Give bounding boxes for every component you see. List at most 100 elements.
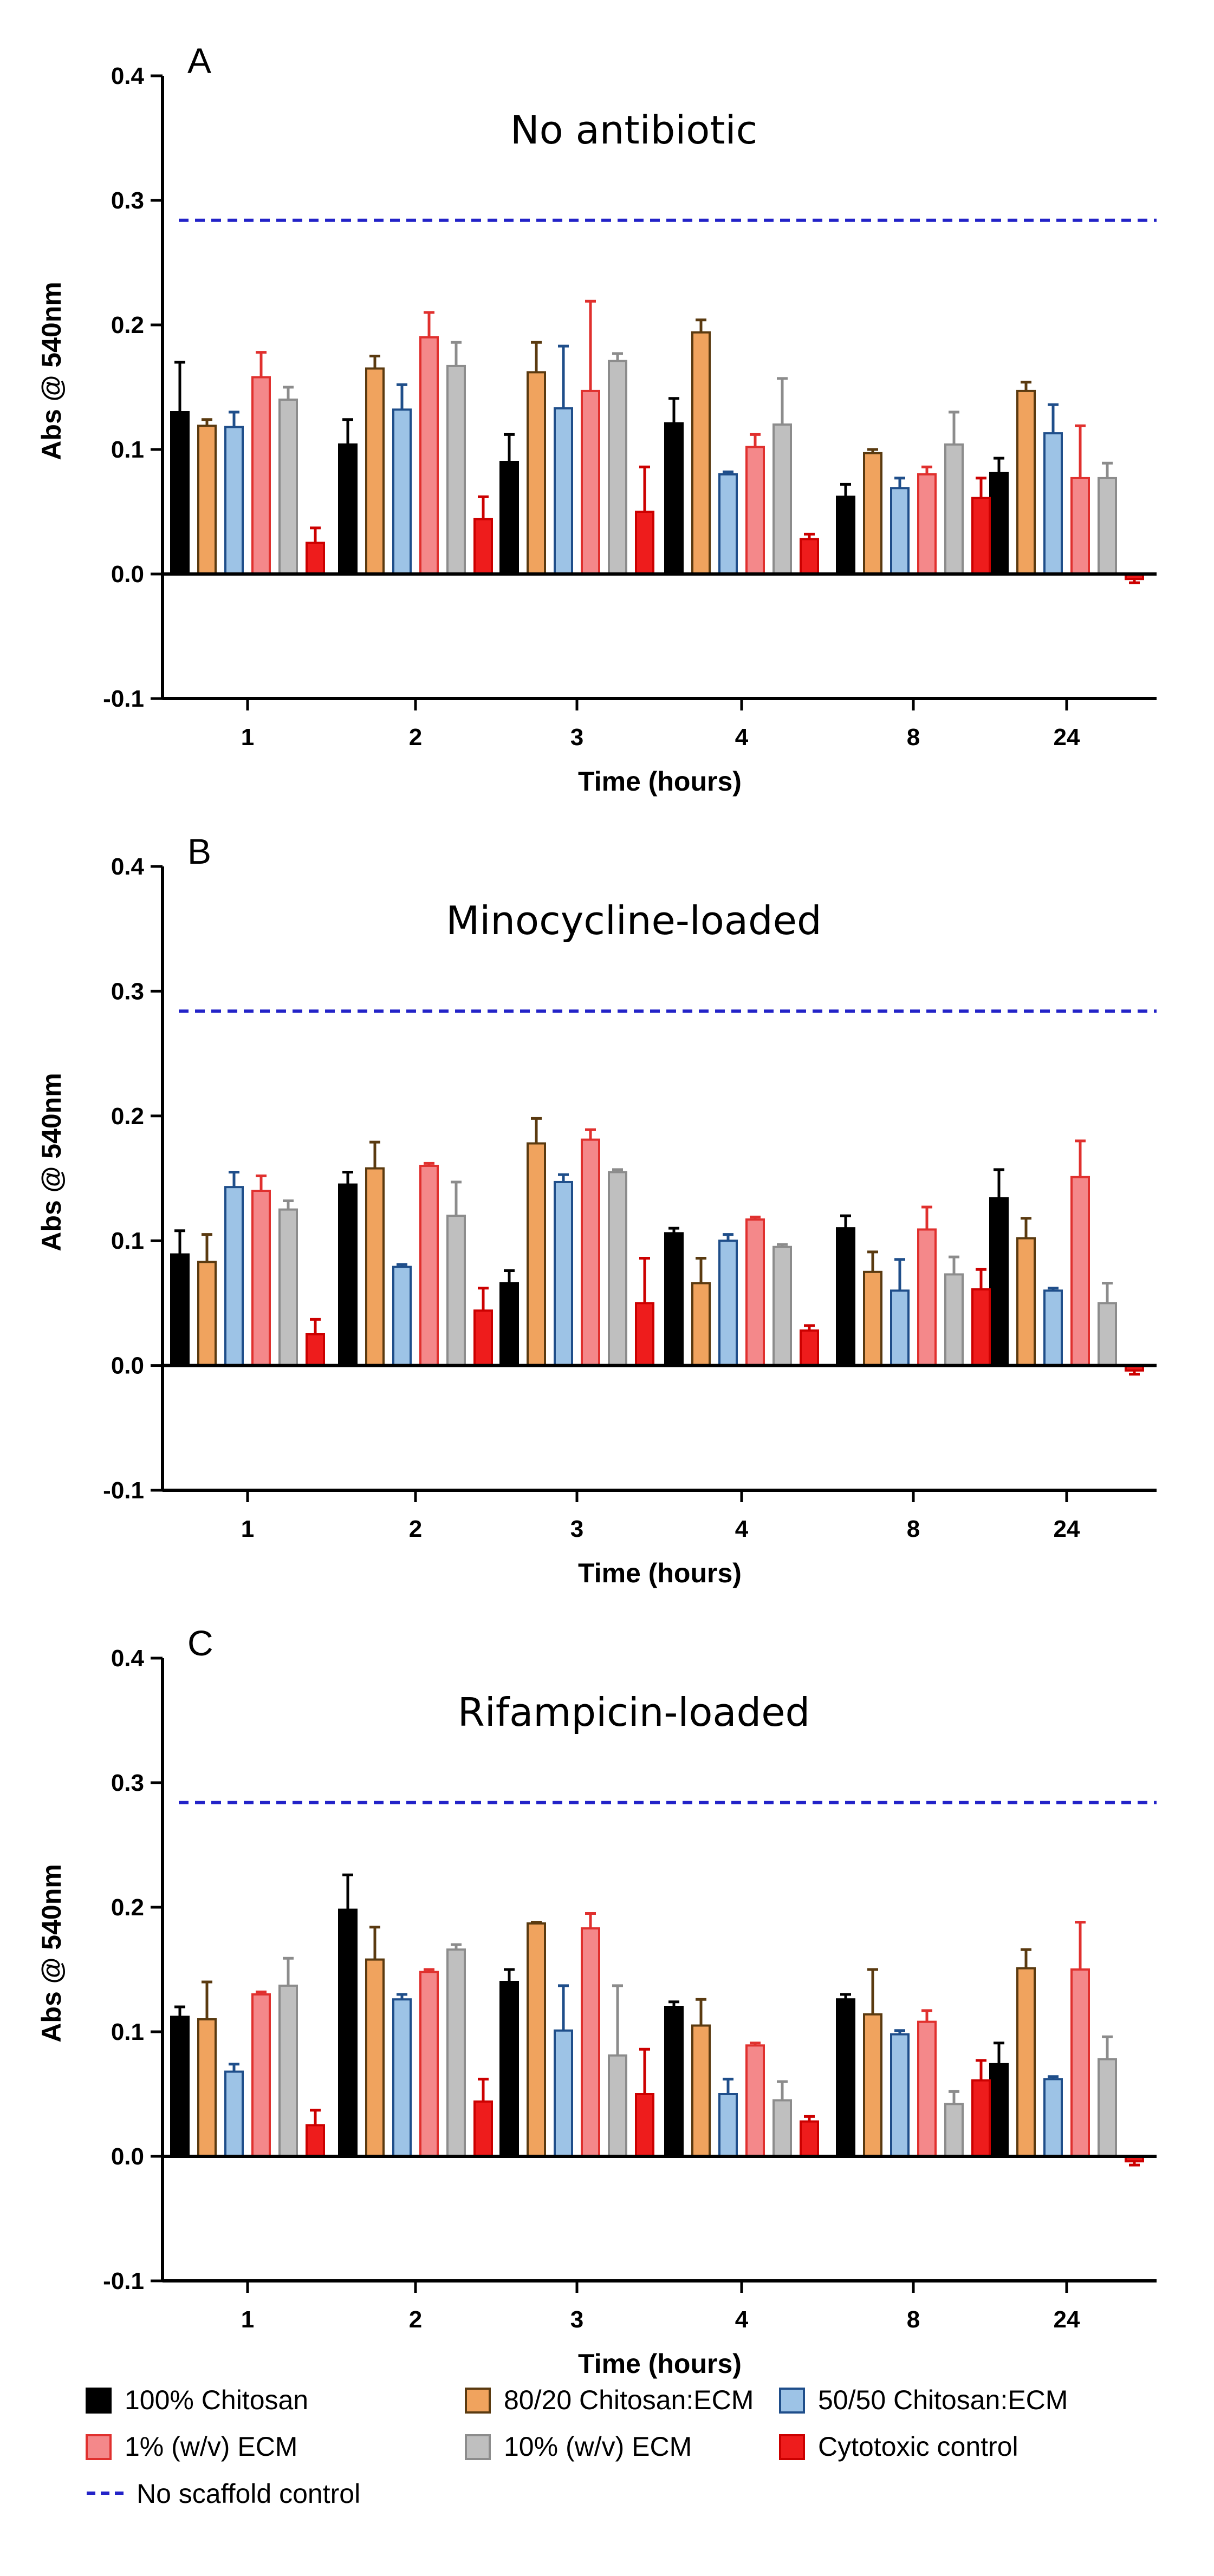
bar-chitosan5050-24 — [1043, 2078, 1063, 2157]
legend-item-ecm10: 10% (w/v) ECM — [465, 2431, 692, 2462]
x-tick-label: 3 — [570, 1516, 583, 1542]
bar-ecm1-3 — [581, 1138, 600, 1367]
bar-ecm10-3 — [608, 360, 627, 575]
bar-ecm10-1 — [278, 399, 298, 575]
bar-ecm10-24 — [1098, 477, 1117, 576]
chart-panel-b: -0.1 0.0 0.1 0.2 0.3 0.4 1 2 3 4 8 24 Time (hours) Ab… — [36, 831, 1157, 1588]
x-tick-label: 2 — [409, 1516, 422, 1542]
x-tick-label: 8 — [907, 724, 920, 751]
y-tick-label: 0.2 — [111, 1103, 144, 1130]
bar-chitosan8020-3 — [527, 371, 546, 576]
bar-chitosan5050-2 — [392, 408, 412, 576]
y-axis-title: Abs @ 540nm — [36, 1073, 67, 1251]
bar-ecm1-1 — [251, 376, 271, 575]
bar-cytotoxic-4 — [800, 1329, 819, 1367]
legend-item-cytotoxic: Cytotoxic control — [779, 2431, 1018, 2462]
bar-ecm1-4 — [745, 446, 765, 576]
y-tick-label: 0.3 — [111, 187, 144, 214]
bar-cytotoxic-4 — [800, 2120, 819, 2158]
bar-ecm10-3 — [608, 2054, 627, 2157]
bar-chitosan100-8 — [836, 1998, 855, 2157]
panel-letter: C — [187, 1623, 213, 1663]
bar-chitosan100-4 — [664, 1232, 684, 1367]
bar-chitosan100-8 — [836, 495, 855, 576]
bar-cytotoxic-3 — [635, 2093, 654, 2157]
bar-chitosan5050-8 — [890, 2033, 910, 2158]
bar-chitosan5050-24 — [1043, 432, 1063, 575]
bar-ecm1-8 — [917, 1228, 937, 1367]
y-tick-label: 0.0 — [111, 561, 144, 588]
bar-cytotoxic-8 — [971, 497, 991, 576]
bar-ecm1-24 — [1070, 1176, 1090, 1367]
legend-label: 100% Chitosan — [125, 2385, 308, 2415]
panel-title: No antibiotic — [510, 107, 757, 153]
legend-swatch — [86, 2388, 112, 2414]
legend-item-chitosan5050: 50/50 Chitosan:ECM — [779, 2385, 1068, 2415]
y-tick-label: 0.1 — [111, 1228, 144, 1254]
bar-chitosan5050-4 — [718, 473, 738, 575]
chart-panel-c: -0.1 0.0 0.1 0.2 0.3 0.4 1 2 3 4 8 24 Time (hours) Ab… — [36, 1623, 1157, 2379]
bar-chitosan5050-4 — [718, 1240, 738, 1367]
x-axis-title: Time (hours) — [578, 2349, 742, 2379]
bar-chitosan100-2 — [338, 443, 358, 575]
bar-chitosan100-4 — [664, 422, 684, 575]
bar-ecm1-24 — [1070, 477, 1090, 576]
y-tick-label: 0.1 — [111, 2019, 144, 2045]
bar-chitosan8020-24 — [1016, 1967, 1036, 2157]
bar-chitosan8020-1 — [197, 2018, 217, 2157]
legend-label: 10% (w/v) ECM — [504, 2431, 692, 2462]
bar-chitosan5050-1 — [224, 2070, 244, 2158]
bar-ecm10-8 — [944, 1273, 964, 1367]
bar-chitosan5050-1 — [224, 426, 244, 575]
y-tick-label: 0.2 — [111, 312, 144, 338]
bar-ecm1-2 — [419, 1971, 439, 2158]
x-tick-label: 4 — [735, 1516, 749, 1542]
bar-chitosan5050-3 — [554, 1181, 573, 1367]
x-tick-label: 3 — [570, 2306, 583, 2333]
y-tick-label: 0.4 — [111, 1645, 145, 1672]
bar-ecm1-4 — [745, 1218, 765, 1367]
bar-ecm10-4 — [772, 423, 792, 575]
bar-chitosan100-2 — [338, 1183, 358, 1367]
legend-label: No scaffold control — [137, 2479, 360, 2509]
bar-ecm1-1 — [251, 1190, 271, 1367]
bar-chitosan100-3 — [499, 461, 519, 575]
bar-chitosan100-1 — [170, 2016, 190, 2157]
bar-chitosan5050-8 — [890, 1289, 910, 1367]
bar-ecm1-2 — [419, 336, 439, 575]
bar-cytotoxic-3 — [635, 511, 654, 575]
x-tick-label: 24 — [1054, 1516, 1080, 1542]
legend-item-chitosan8020: 80/20 Chitosan:ECM — [465, 2385, 754, 2415]
y-tick-label: 0.3 — [111, 1770, 144, 1796]
bar-chitosan8020-8 — [863, 2013, 882, 2158]
bar-chitosan5050-2 — [392, 1998, 412, 2157]
bar-ecm10-24 — [1098, 1302, 1117, 1367]
x-tick-label: 8 — [907, 1516, 920, 1542]
bar-chitosan8020-3 — [527, 1142, 546, 1367]
bar-cytotoxic-1 — [306, 2124, 325, 2157]
bar-chitosan8020-4 — [691, 2024, 711, 2157]
y-tick-label: 0.2 — [111, 1894, 144, 1921]
y-tick-label: -0.1 — [103, 2268, 144, 2294]
bar-ecm1-3 — [581, 389, 600, 576]
legend-label: Cytotoxic control — [818, 2431, 1018, 2462]
panel-letter: A — [187, 41, 211, 81]
bar-chitosan8020-3 — [527, 1922, 546, 2157]
y-tick-label: 0.4 — [111, 63, 145, 89]
legend-swatch — [465, 2434, 491, 2460]
bar-cytotoxic-1 — [306, 1333, 325, 1367]
bar-chitosan5050-2 — [392, 1266, 412, 1367]
bar-chitosan100-24 — [989, 472, 1009, 576]
y-tick-label: 0.0 — [111, 2143, 144, 2170]
legend-swatch — [465, 2388, 491, 2414]
y-tick-label: -0.1 — [103, 686, 144, 712]
bar-ecm1-1 — [251, 1993, 271, 2157]
y-tick-label: 0.0 — [111, 1353, 144, 1379]
x-tick-label: 24 — [1054, 2306, 1080, 2333]
legend-label: 80/20 Chitosan:ECM — [504, 2385, 754, 2415]
bar-cytotoxic-2 — [473, 518, 493, 575]
bar-chitosan8020-8 — [863, 452, 882, 576]
x-tick-label: 4 — [735, 2306, 749, 2333]
bar-cytotoxic-8 — [971, 1288, 991, 1367]
bar-chitosan100-3 — [499, 1981, 519, 2157]
